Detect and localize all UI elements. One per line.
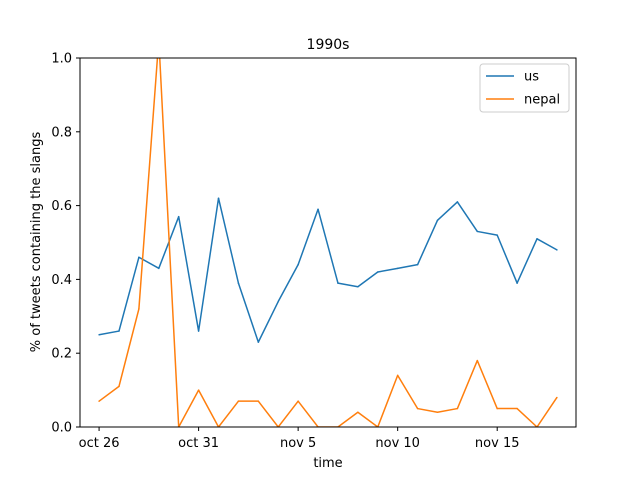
data-point-us (197, 330, 200, 332)
y-tick-label: 0.0 (51, 421, 72, 436)
data-point-nepal (237, 400, 240, 402)
x-tick-label: nov 5 (280, 436, 316, 451)
data-point-us (476, 230, 479, 233)
data-point-us (217, 197, 220, 199)
data-point-us (556, 249, 558, 251)
data-point-us (138, 256, 140, 259)
data-point-us (118, 330, 120, 332)
data-point-us (516, 282, 518, 284)
series-line-us (98, 197, 558, 343)
data-point-us (377, 271, 379, 273)
data-point-nepal (476, 359, 479, 362)
series-line-nepal (98, 58, 558, 427)
data-point-nepal (98, 400, 100, 402)
data-point-nepal (118, 385, 120, 388)
data-point-us (158, 267, 160, 270)
data-point-nepal (456, 407, 459, 410)
data-point-nepal (197, 389, 200, 391)
data-point-us (297, 263, 299, 266)
data-point-nepal (556, 396, 558, 399)
data-point-nepal (158, 39, 160, 41)
data-point-us (317, 208, 319, 211)
data-point-nepal (257, 400, 260, 402)
x-tick-label: oct 31 (178, 436, 219, 451)
data-point-nepal (496, 407, 498, 410)
data-point-nepal (297, 400, 299, 402)
y-tick-label: 0.8 (51, 125, 72, 140)
legend-label-us: us (524, 70, 539, 85)
data-point-us (98, 334, 100, 336)
data-point-us (416, 263, 419, 266)
data-point-us (277, 300, 279, 303)
plot-frame (79, 57, 577, 428)
data-point-us (257, 341, 260, 343)
x-tick-label: oct 26 (79, 436, 120, 451)
y-tick-label: 1.0 (51, 52, 72, 67)
legend: us nepal (479, 63, 570, 113)
data-point-nepal (357, 411, 359, 413)
x-tick-label: nov 10 (375, 436, 420, 451)
data-point-us (237, 282, 240, 284)
x-axis-label: time (313, 456, 342, 471)
chart-title: 1990s (307, 37, 350, 53)
data-point-nepal (138, 308, 140, 310)
data-point-nepal (516, 407, 518, 410)
data-point-us (456, 201, 459, 203)
data-point-us (496, 234, 498, 236)
data-point-nepal (396, 374, 399, 377)
data-point-us (337, 282, 339, 284)
data-point-us (396, 267, 399, 270)
x-tick-label: nov 15 (475, 436, 520, 451)
data-point-nepal (436, 411, 439, 413)
y-axis-label: % of tweets containing the slangs (29, 132, 44, 353)
data-point-nepal (416, 407, 419, 410)
data-point-us (357, 286, 359, 288)
legend-label-nepal: nepal (524, 93, 560, 108)
y-tick-label: 0.6 (51, 199, 72, 214)
data-point-us (536, 238, 538, 240)
y-tick-label: 0.2 (51, 347, 72, 362)
y-tick-label: 0.4 (51, 273, 72, 288)
data-point-us (436, 219, 439, 222)
data-point-us (177, 215, 180, 218)
